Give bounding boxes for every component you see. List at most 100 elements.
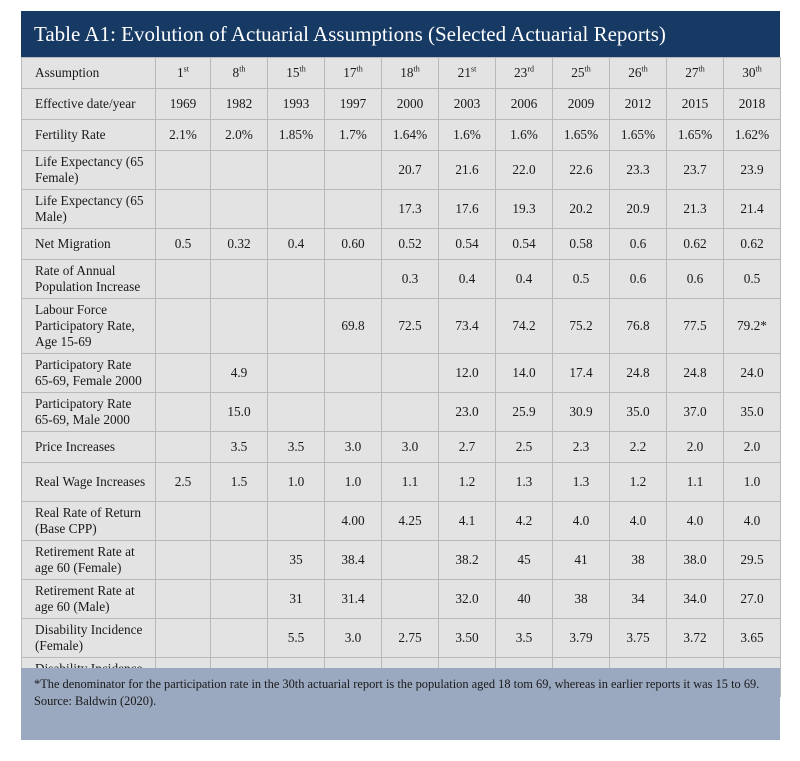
table-cell: 0.54 bbox=[438, 228, 496, 260]
row-label: Net Migration bbox=[21, 228, 156, 260]
table-cell: 1.6% bbox=[438, 119, 496, 151]
table-cell bbox=[155, 579, 211, 619]
table-cell: 1.64% bbox=[381, 119, 439, 151]
row-label: Real Rate of Return (Base CPP) bbox=[21, 501, 156, 541]
table-row: Retirement Rate at age 60 (Female) 35 38.4… bbox=[21, 540, 781, 580]
table-cell: 2.3 bbox=[552, 431, 610, 463]
table-cell bbox=[267, 501, 325, 541]
table-cell bbox=[210, 618, 268, 658]
table-cell: 2.5 bbox=[155, 462, 211, 502]
table-cell: 17.4 bbox=[552, 353, 610, 393]
table-cell bbox=[267, 298, 325, 354]
table-cell bbox=[210, 189, 268, 229]
table-cell: 2003 bbox=[438, 88, 496, 120]
table-cell: 23.3 bbox=[609, 150, 667, 190]
table-cell: 79.2* bbox=[723, 298, 781, 354]
column-header: 15th bbox=[267, 57, 325, 89]
row-label: Real Wage Increases bbox=[21, 462, 156, 502]
row-label: Life Expectancy (65 Female) bbox=[21, 150, 156, 190]
table-cell: 4.9 bbox=[210, 353, 268, 393]
table-cell: 24.0 bbox=[723, 353, 781, 393]
table-cell: 1.65% bbox=[666, 119, 724, 151]
table-cell bbox=[155, 150, 211, 190]
table-cell bbox=[324, 189, 382, 229]
table-title: Table A1: Evolution of Actuarial Assumpt… bbox=[21, 11, 780, 57]
table-cell: 1.2 bbox=[438, 462, 496, 502]
table-row: Effective date/year 1969 1982 1993 1997 2000 2… bbox=[21, 88, 781, 120]
table-cell: 4.1 bbox=[438, 501, 496, 541]
table-cell: 1.0 bbox=[723, 462, 781, 502]
table-row: Price Increases 3.5 3.5 3.0 3.0 2.7 2.5 2.3 2.2 2… bbox=[21, 431, 781, 463]
table-cell: 31.4 bbox=[324, 579, 382, 619]
table-cell: 22.6 bbox=[552, 150, 610, 190]
table-cell: 2009 bbox=[552, 88, 610, 120]
table-cell: 2012 bbox=[609, 88, 667, 120]
table-cell: 2.5 bbox=[495, 431, 553, 463]
table-cell: 17.3 bbox=[381, 189, 439, 229]
table-cell: 2018 bbox=[723, 88, 781, 120]
table-cell bbox=[155, 540, 211, 580]
table-cell: 38.0 bbox=[666, 540, 724, 580]
table-cell: 1982 bbox=[210, 88, 268, 120]
table-cell bbox=[210, 298, 268, 354]
table-cell: 41 bbox=[552, 540, 610, 580]
table-cell bbox=[267, 150, 325, 190]
table-cell: 34.0 bbox=[666, 579, 724, 619]
table-cell bbox=[381, 579, 439, 619]
table-cell bbox=[155, 259, 211, 299]
table-cell bbox=[324, 259, 382, 299]
table-cell bbox=[381, 540, 439, 580]
table-cell: 0.6 bbox=[666, 259, 724, 299]
table-cell bbox=[210, 501, 268, 541]
table-cell: 30.9 bbox=[552, 392, 610, 432]
table-cell bbox=[267, 259, 325, 299]
table-cell bbox=[155, 431, 211, 463]
table-cell bbox=[324, 150, 382, 190]
row-label: Disability Incidence (Female) bbox=[21, 618, 156, 658]
table-cell: 1.2 bbox=[609, 462, 667, 502]
table-cell: 45 bbox=[495, 540, 553, 580]
table-cell: 3.75 bbox=[609, 618, 667, 658]
column-header: 1st bbox=[155, 57, 211, 89]
table-cell: 25.9 bbox=[495, 392, 553, 432]
table-cell: 0.60 bbox=[324, 228, 382, 260]
table-cell: 1.0 bbox=[324, 462, 382, 502]
table-row: Net Migration 0.5 0.32 0.4 0.60 0.52 0.54 0.54 0… bbox=[21, 228, 781, 260]
table-cell: 69.8 bbox=[324, 298, 382, 354]
table-cell: 1.6% bbox=[495, 119, 553, 151]
table-cell: 0.58 bbox=[552, 228, 610, 260]
table-cell: 38.2 bbox=[438, 540, 496, 580]
table-cell: 19.3 bbox=[495, 189, 553, 229]
table-cell: 2.0 bbox=[666, 431, 724, 463]
table-cell: 21.4 bbox=[723, 189, 781, 229]
table-note: *The denominator for the participation r… bbox=[21, 668, 780, 740]
row-label: Price Increases bbox=[21, 431, 156, 463]
table-cell: 1.1 bbox=[666, 462, 724, 502]
table-cell: 3.50 bbox=[438, 618, 496, 658]
table-cell: 0.32 bbox=[210, 228, 268, 260]
table-cell: 20.9 bbox=[609, 189, 667, 229]
table-cell bbox=[381, 392, 439, 432]
table-cell: 37.0 bbox=[666, 392, 724, 432]
table-cell: 38 bbox=[552, 579, 610, 619]
table-cell: 3.5 bbox=[267, 431, 325, 463]
table-cell: 3.0 bbox=[381, 431, 439, 463]
table-row: Life Expectancy (65 Female) 20.7 21.6 22.0 2… bbox=[21, 150, 781, 190]
table-cell bbox=[381, 353, 439, 393]
table-cell: 38 bbox=[609, 540, 667, 580]
table-cell: 2.1% bbox=[155, 119, 211, 151]
row-label: Rate of Annual Population Increase bbox=[21, 259, 156, 299]
table-cell: 76.8 bbox=[609, 298, 667, 354]
table-cell: 0.6 bbox=[609, 259, 667, 299]
table-cell: 35.0 bbox=[723, 392, 781, 432]
table-cell: 32.0 bbox=[438, 579, 496, 619]
table-cell bbox=[210, 579, 268, 619]
table-cell bbox=[155, 298, 211, 354]
table-cell: 31 bbox=[267, 579, 325, 619]
table-cell: 0.4 bbox=[438, 259, 496, 299]
table-cell: 20.7 bbox=[381, 150, 439, 190]
table-row: Rate of Annual Population Increase 0.3 0.4… bbox=[21, 259, 781, 299]
table-cell: 1969 bbox=[155, 88, 211, 120]
table-cell: 4.2 bbox=[495, 501, 553, 541]
row-label: Fertility Rate bbox=[21, 119, 156, 151]
